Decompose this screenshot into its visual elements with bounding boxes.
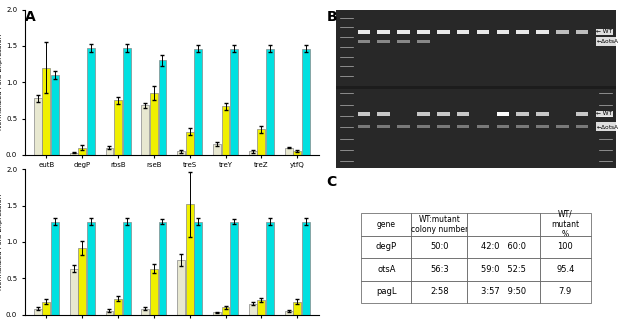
Bar xyxy=(294,301,301,315)
Bar xyxy=(34,98,42,155)
Bar xyxy=(378,30,390,33)
Bar xyxy=(457,112,470,116)
Bar xyxy=(186,132,193,155)
Bar xyxy=(476,126,490,128)
Bar xyxy=(123,48,131,155)
Bar xyxy=(141,309,149,315)
Bar xyxy=(195,221,202,315)
Bar xyxy=(516,30,529,33)
Bar xyxy=(42,301,50,315)
Bar xyxy=(230,221,238,315)
Bar xyxy=(213,144,221,155)
Bar xyxy=(496,30,509,33)
Bar xyxy=(576,126,588,128)
Bar xyxy=(576,30,588,33)
Y-axis label: Normalized Fold Expression: Normalized Fold Expression xyxy=(0,34,3,130)
Bar xyxy=(358,30,370,33)
Bar xyxy=(266,221,274,315)
Bar xyxy=(358,40,370,42)
Bar xyxy=(186,204,193,315)
Bar xyxy=(397,126,410,128)
Text: C: C xyxy=(327,175,337,189)
Bar xyxy=(266,49,274,155)
Bar xyxy=(106,311,113,315)
Bar xyxy=(476,30,490,33)
Bar xyxy=(417,40,430,42)
Text: ←$\Delta$otsA: ←$\Delta$otsA xyxy=(596,37,620,45)
Bar xyxy=(258,129,266,155)
Bar xyxy=(496,112,509,116)
Bar xyxy=(51,75,59,155)
Bar xyxy=(336,89,616,168)
Bar xyxy=(114,100,122,155)
Bar xyxy=(51,221,59,315)
Text: B: B xyxy=(327,10,337,24)
Bar xyxy=(302,221,310,315)
Bar xyxy=(302,49,310,155)
Bar xyxy=(397,30,410,33)
Bar xyxy=(78,148,86,155)
Bar xyxy=(378,126,390,128)
Bar xyxy=(285,311,292,315)
Y-axis label: Normalized Fold Expression: Normalized Fold Expression xyxy=(0,194,3,290)
Bar xyxy=(285,148,292,155)
Bar xyxy=(159,221,167,315)
Bar xyxy=(78,248,86,315)
Bar xyxy=(114,299,122,315)
Bar xyxy=(378,40,390,42)
Bar xyxy=(556,126,569,128)
Bar xyxy=(457,30,470,33)
Bar xyxy=(221,106,230,155)
Bar xyxy=(195,49,202,155)
Bar xyxy=(336,10,616,85)
Bar xyxy=(294,151,301,155)
Bar xyxy=(417,112,430,116)
Bar xyxy=(397,40,410,42)
Text: A: A xyxy=(25,10,35,24)
Text: ← WT: ← WT xyxy=(596,29,612,34)
Bar xyxy=(87,221,95,315)
Bar xyxy=(159,60,167,155)
Bar xyxy=(150,269,158,315)
Bar xyxy=(437,112,450,116)
Bar xyxy=(536,30,549,33)
Bar xyxy=(536,112,549,116)
Bar xyxy=(358,126,370,128)
Bar xyxy=(213,312,221,315)
Bar xyxy=(42,68,50,155)
Bar xyxy=(516,126,529,128)
Bar xyxy=(150,93,158,155)
Bar xyxy=(378,112,390,116)
Bar xyxy=(417,30,430,33)
Bar xyxy=(258,300,266,315)
Bar xyxy=(496,126,509,128)
Bar xyxy=(437,30,450,33)
Bar xyxy=(177,151,185,155)
Bar xyxy=(249,151,257,155)
Bar xyxy=(516,112,529,116)
Bar xyxy=(496,112,509,116)
Bar xyxy=(230,49,238,155)
Bar xyxy=(358,112,370,116)
Bar xyxy=(70,269,78,315)
Bar xyxy=(177,260,185,315)
Bar xyxy=(221,307,230,315)
Bar xyxy=(70,153,78,155)
Bar xyxy=(106,148,113,155)
Bar xyxy=(556,30,569,33)
Bar xyxy=(87,48,95,155)
Bar xyxy=(576,112,588,116)
Bar xyxy=(141,106,149,155)
Bar xyxy=(437,126,450,128)
Text: ← WT: ← WT xyxy=(596,111,612,117)
Bar xyxy=(417,126,430,128)
Bar xyxy=(123,221,131,315)
Bar xyxy=(457,126,470,128)
Text: ←$\Delta$otsA: ←$\Delta$otsA xyxy=(596,123,620,131)
Bar xyxy=(536,126,549,128)
Bar xyxy=(34,309,42,315)
Bar xyxy=(249,304,257,315)
